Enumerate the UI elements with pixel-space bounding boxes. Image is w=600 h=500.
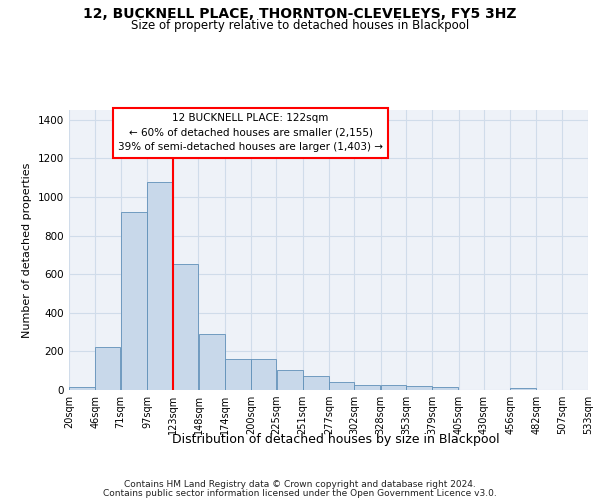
- Text: Contains HM Land Registry data © Crown copyright and database right 2024.: Contains HM Land Registry data © Crown c…: [124, 480, 476, 489]
- Bar: [381, 385, 406, 390]
- Bar: [406, 386, 432, 390]
- Bar: [69, 387, 95, 390]
- Bar: [329, 382, 354, 390]
- Y-axis label: Number of detached properties: Number of detached properties: [22, 162, 32, 338]
- Bar: [199, 334, 224, 390]
- Bar: [251, 360, 276, 390]
- Bar: [277, 370, 302, 390]
- Text: 12, BUCKNELL PLACE, THORNTON-CLEVELEYS, FY5 3HZ: 12, BUCKNELL PLACE, THORNTON-CLEVELEYS, …: [83, 8, 517, 22]
- Text: Size of property relative to detached houses in Blackpool: Size of property relative to detached ho…: [131, 19, 469, 32]
- Bar: [225, 360, 251, 390]
- Bar: [510, 388, 536, 390]
- Text: Distribution of detached houses by size in Blackpool: Distribution of detached houses by size …: [172, 432, 500, 446]
- Bar: [121, 212, 147, 390]
- Text: 12 BUCKNELL PLACE: 122sqm
← 60% of detached houses are smaller (2,155)
39% of se: 12 BUCKNELL PLACE: 122sqm ← 60% of detac…: [118, 113, 383, 152]
- Bar: [433, 387, 458, 390]
- Bar: [303, 376, 329, 390]
- Bar: [95, 346, 121, 390]
- Bar: [173, 264, 199, 390]
- Bar: [147, 182, 173, 390]
- Bar: [355, 384, 380, 390]
- Text: Contains public sector information licensed under the Open Government Licence v3: Contains public sector information licen…: [103, 489, 497, 498]
